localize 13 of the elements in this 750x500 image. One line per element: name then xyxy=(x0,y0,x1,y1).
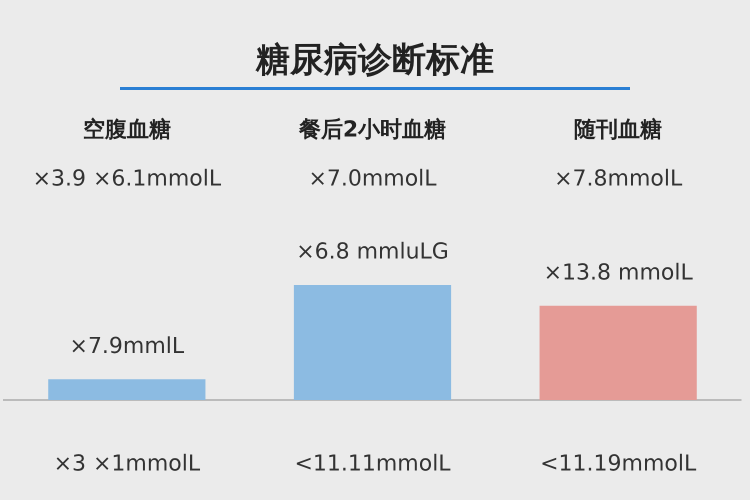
annotation: ×7.9mmlL xyxy=(70,334,185,360)
chart-title: 糖尿病诊断标准 xyxy=(255,40,494,80)
x-tick-label: 随刊血糖 xyxy=(574,118,662,143)
x-tick-label: 餐后2小时血糖 xyxy=(298,118,446,143)
text: <11.19mmolL xyxy=(540,452,697,477)
text: ×7.8mmolL xyxy=(554,166,683,192)
annotation: ×13.8 mmolL xyxy=(544,260,694,286)
text: ×3.9 ×6.1mmolL xyxy=(32,166,222,192)
x-tick-label: 空腹血糖 xyxy=(82,116,171,143)
text: ×7.0mmolL xyxy=(308,166,438,192)
text: ×3 ×1mmolL xyxy=(54,452,201,477)
text: <11.11mmolL xyxy=(294,452,452,477)
text: ×6.8 mmluLG xyxy=(296,240,449,265)
